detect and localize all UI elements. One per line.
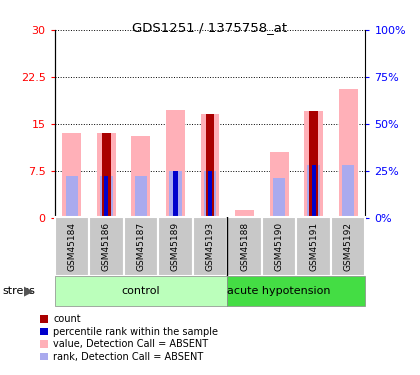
Bar bbox=[166, 110, 185, 218]
Bar bbox=[135, 176, 147, 218]
Legend: count, percentile rank within the sample, value, Detection Call = ABSENT, rank, : count, percentile rank within the sample… bbox=[39, 312, 220, 363]
Bar bbox=[173, 171, 178, 217]
Text: GSM45189: GSM45189 bbox=[171, 222, 180, 271]
Bar bbox=[104, 176, 108, 218]
Bar bbox=[297, 217, 331, 276]
Bar bbox=[100, 176, 113, 218]
Bar bbox=[227, 276, 365, 306]
Bar bbox=[342, 165, 354, 218]
Bar bbox=[200, 114, 220, 218]
Text: GDS1251 / 1375758_at: GDS1251 / 1375758_at bbox=[132, 21, 288, 34]
Text: GSM45191: GSM45191 bbox=[309, 222, 318, 271]
Text: GSM45192: GSM45192 bbox=[344, 222, 353, 271]
Text: GSM45187: GSM45187 bbox=[136, 222, 145, 271]
Bar bbox=[102, 133, 111, 218]
Text: GSM45186: GSM45186 bbox=[102, 222, 111, 271]
Bar bbox=[63, 133, 81, 218]
Bar bbox=[206, 114, 214, 218]
Text: GSM45184: GSM45184 bbox=[67, 222, 76, 271]
Bar bbox=[235, 210, 254, 218]
Text: control: control bbox=[122, 286, 160, 296]
Bar bbox=[123, 217, 158, 276]
Bar bbox=[55, 276, 227, 306]
Bar bbox=[307, 165, 320, 218]
Text: GSM45190: GSM45190 bbox=[275, 222, 284, 271]
Bar bbox=[312, 165, 316, 218]
Bar bbox=[131, 136, 150, 218]
Bar bbox=[97, 133, 116, 218]
Text: ▶: ▶ bbox=[24, 284, 33, 297]
Bar bbox=[309, 111, 318, 218]
Bar bbox=[66, 176, 78, 218]
Text: stress: stress bbox=[2, 286, 35, 296]
Bar bbox=[331, 217, 365, 276]
Bar bbox=[262, 217, 297, 276]
Text: acute hypotension: acute hypotension bbox=[227, 286, 331, 296]
Bar bbox=[193, 217, 227, 276]
Bar bbox=[89, 217, 123, 276]
Text: GSM45193: GSM45193 bbox=[205, 222, 215, 271]
Bar bbox=[55, 217, 89, 276]
Bar bbox=[208, 171, 212, 217]
Bar bbox=[169, 171, 181, 217]
Bar bbox=[304, 111, 323, 218]
Bar bbox=[158, 217, 193, 276]
Text: GSM45188: GSM45188 bbox=[240, 222, 249, 271]
Bar bbox=[270, 152, 289, 217]
Bar bbox=[339, 89, 357, 218]
Bar bbox=[273, 178, 285, 218]
Bar bbox=[204, 171, 216, 217]
Bar bbox=[227, 217, 262, 276]
